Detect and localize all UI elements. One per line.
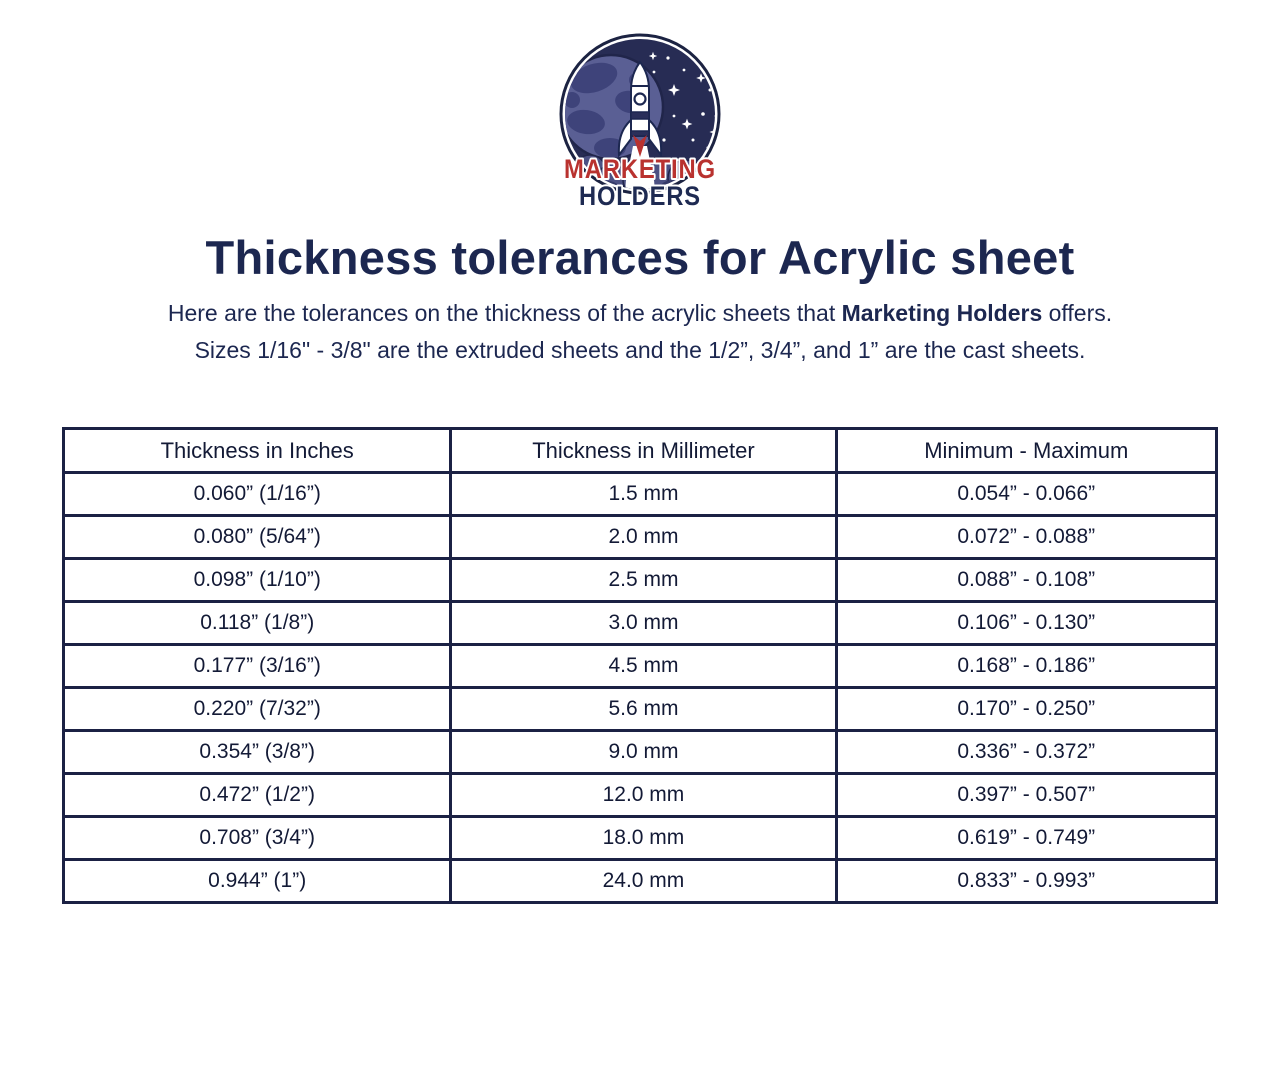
table-body: 0.060” (1/16”) 1.5 mm 0.054” - 0.066” 0.080… <box>61 471 1218 904</box>
rocket-icon <box>617 60 663 158</box>
cell-minimum-maximum: 0.833” - 0.993” <box>834 858 1218 904</box>
table-row: 0.060” (1/16”) 1.5 mm 0.054” - 0.066” <box>61 471 1218 517</box>
col-header-thickness-millimeter: Thickness in Millimeter <box>449 427 838 474</box>
cell-thickness-millimeter: 24.0 mm <box>449 858 838 904</box>
table-row: 0.118” (1/8”) 3.0 mm 0.106” - 0.130” <box>61 600 1218 646</box>
table-row: 0.098” (1/10”) 2.5 mm 0.088” - 0.108” <box>61 557 1218 603</box>
table-row: 0.708” (3/4”) 18.0 mm 0.619” - 0.749” <box>61 815 1218 861</box>
table-row: 0.472” (1/2”) 12.0 mm 0.397” - 0.507” <box>61 772 1218 818</box>
cell-thickness-millimeter: 9.0 mm <box>449 729 838 775</box>
subtitle-brand-name: Marketing Holders <box>841 300 1043 326</box>
cell-thickness-inches: 0.060” (1/16”) <box>61 471 453 517</box>
cell-thickness-millimeter: 12.0 mm <box>449 772 838 818</box>
cell-thickness-inches: 0.098” (1/10”) <box>61 557 453 603</box>
table-header-row: Thickness in Inches Thickness in Millime… <box>61 427 1218 474</box>
col-header-minimum-maximum: Minimum - Maximum <box>834 427 1218 474</box>
subtitle-line2: Sizes 1/16" - 3/8" are the extruded shee… <box>194 337 1086 363</box>
logo: MARKETING HOLDERS <box>0 28 1280 210</box>
cell-thickness-millimeter: 4.5 mm <box>449 643 838 689</box>
cell-minimum-maximum: 0.054” - 0.066” <box>834 471 1218 517</box>
table-row: 0.220” (7/32”) 5.6 mm 0.170” - 0.250” <box>61 686 1218 732</box>
cell-minimum-maximum: 0.168” - 0.186” <box>834 643 1218 689</box>
cell-minimum-maximum: 0.336” - 0.372” <box>834 729 1218 775</box>
cell-thickness-inches: 0.080” (5/64”) <box>61 514 453 560</box>
cell-thickness-millimeter: 2.0 mm <box>449 514 838 560</box>
table-row: 0.944” (1”) 24.0 mm 0.833” - 0.993” <box>61 858 1218 904</box>
page-subtitle: Here are the tolerances on the thickness… <box>0 295 1280 369</box>
cell-thickness-millimeter: 2.5 mm <box>449 557 838 603</box>
cell-minimum-maximum: 0.397” - 0.507” <box>834 772 1218 818</box>
page-title: Thickness tolerances for Acrylic sheet <box>205 231 1075 284</box>
cell-minimum-maximum: 0.106” - 0.130” <box>834 600 1218 646</box>
cell-thickness-millimeter: 18.0 mm <box>449 815 838 861</box>
subtitle-line1-prefix: Here are the tolerances on the thickness… <box>167 300 842 326</box>
cell-thickness-inches: 0.177” (3/16”) <box>61 643 453 689</box>
cell-minimum-maximum: 0.619” - 0.749” <box>834 815 1218 861</box>
red-v-mark <box>633 135 647 157</box>
cell-thickness-millimeter: 3.0 mm <box>449 600 838 646</box>
table-container: Thickness in Inches Thickness in Millime… <box>0 427 1280 904</box>
marketing-holders-logo-icon: MARKETING HOLDERS <box>559 33 721 210</box>
table-row: 0.080” (5/64”) 2.0 mm 0.072” - 0.088” <box>61 514 1218 560</box>
cell-thickness-millimeter: 5.6 mm <box>449 686 838 732</box>
table-row: 0.177” (3/16”) 4.5 mm 0.168” - 0.186” <box>61 643 1218 689</box>
cell-minimum-maximum: 0.072” - 0.088” <box>834 514 1218 560</box>
rocket-exhaust <box>625 146 655 189</box>
cell-minimum-maximum: 0.170” - 0.250” <box>834 686 1218 732</box>
logo-brand-line2: HOLDERS <box>579 181 701 210</box>
cell-thickness-millimeter: 1.5 mm <box>449 471 838 517</box>
cell-minimum-maximum: 0.088” - 0.108” <box>834 557 1218 603</box>
cell-thickness-inches: 0.472” (1/2”) <box>61 772 453 818</box>
cell-thickness-inches: 0.220” (7/32”) <box>61 686 453 732</box>
col-header-thickness-inches: Thickness in Inches <box>61 427 453 474</box>
cell-thickness-inches: 0.118” (1/8”) <box>61 600 453 646</box>
tolerance-table: Thickness in Inches Thickness in Millime… <box>61 427 1218 904</box>
logo-brand-line1: MARKETING <box>564 154 716 184</box>
cell-thickness-inches: 0.354” (3/8”) <box>61 729 453 775</box>
table-row: 0.354” (3/8”) 9.0 mm 0.336” - 0.372” <box>61 729 1218 775</box>
cell-thickness-inches: 0.708” (3/4”) <box>61 815 453 861</box>
subtitle-line1-suffix: offers. <box>1042 300 1113 326</box>
cell-thickness-inches: 0.944” (1”) <box>61 858 453 904</box>
